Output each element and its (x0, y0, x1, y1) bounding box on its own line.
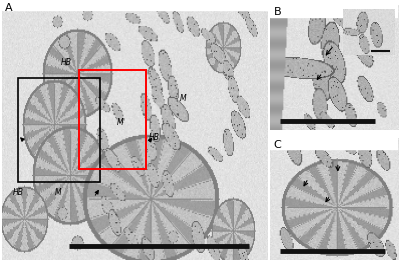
Text: HB: HB (148, 133, 159, 142)
Text: C: C (274, 140, 282, 150)
Text: HB: HB (13, 188, 24, 197)
Bar (18, 78, 100, 182)
Bar (79, 70, 146, 169)
Bar (2, 0, 268, 10)
Bar (270, 132, 398, 149)
Text: B: B (274, 7, 282, 17)
Text: HB: HB (60, 58, 72, 67)
Text: M: M (55, 188, 62, 197)
Text: M: M (180, 94, 187, 103)
Text: A: A (5, 3, 12, 13)
Text: M: M (116, 118, 123, 127)
Bar (270, 0, 398, 17)
